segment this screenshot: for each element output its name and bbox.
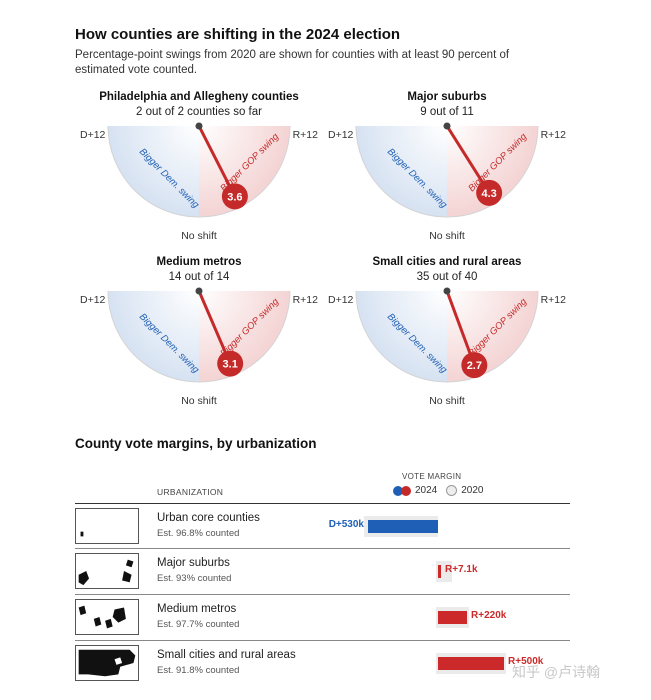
- gauge-pivot: [195, 287, 203, 295]
- gauge-needle: [197, 125, 237, 198]
- gauge-philadelphia-allegheny: D+12 R+12 No shift Bigger Dem. swing Bigger …: [74, 91, 324, 261]
- gauge-no-shift-label: No shift: [181, 395, 217, 407]
- gauge-needle: [197, 290, 232, 365]
- row-estimate: Est. 93% counted: [157, 573, 232, 584]
- legend-gop-dot: [401, 485, 411, 496]
- gauge-count: 2 out of 2 counties so far: [136, 106, 262, 118]
- gauge-value-label: 3.1: [223, 359, 238, 371]
- gauge-value-badge: [217, 350, 244, 377]
- row-divider: [75, 594, 570, 595]
- dem-half: [356, 291, 447, 382]
- row-divider: [75, 548, 570, 549]
- gauge-left-label: D+12: [80, 129, 106, 141]
- margin-label: D+530k: [328, 519, 364, 530]
- gauge-left-label: D+12: [80, 294, 106, 306]
- gauge-medium-metros: D+12 R+12 No shift Bigger Dem. swing Bigger …: [74, 256, 324, 426]
- row-name: Urban core counties: [157, 512, 260, 524]
- chart-subtitle: Percentage-point swings from 2020 are sh…: [75, 49, 510, 76]
- row-name: Medium metros: [157, 603, 237, 615]
- gauge-title: Small cities and rural areas: [372, 256, 522, 268]
- gauge-pivot: [443, 287, 451, 295]
- dem-half: [356, 126, 447, 217]
- margin-bar: [438, 657, 505, 670]
- chart-title: How counties are shifting in the 2024 el…: [75, 26, 401, 43]
- gauge-rim: [355, 125, 539, 218]
- gauge-no-shift-label: No shift: [429, 395, 465, 407]
- county-map-urban-core: [75, 508, 139, 544]
- legend-2024-label: 2024: [415, 485, 438, 496]
- table-row: Urban core counties Est. 96.8% counted D…: [75, 504, 570, 548]
- legend: 2024 2020: [393, 485, 484, 496]
- gauge-value-badge: [476, 179, 503, 206]
- urbanization-header: URBANIZATION: [157, 487, 224, 497]
- gauge-value-badge: [221, 183, 248, 210]
- gauge-value-label: 2.7: [467, 360, 482, 372]
- margin-bar: [368, 520, 438, 533]
- gauge-left-label: D+12: [328, 129, 354, 141]
- row-name: Major suburbs: [157, 557, 230, 569]
- vote-margin-label: VOTE MARGIN: [402, 472, 462, 481]
- gauge-pivot: [443, 122, 451, 130]
- county-map-major-suburbs: [75, 553, 139, 589]
- gauge-needle: [445, 125, 491, 194]
- margin-label: R+7.1k: [445, 564, 478, 575]
- table-row: Medium metros Est. 97.7% counted R+220k: [75, 595, 570, 639]
- gauge-count: 35 out of 40: [416, 271, 478, 283]
- dem-half: [108, 126, 199, 217]
- row-name: Small cities and rural areas: [157, 649, 296, 661]
- gauge-count: 14 out of 14: [168, 271, 230, 283]
- legend-2020-label: 2020: [461, 485, 484, 496]
- gauge-value-badge: [461, 352, 488, 379]
- margin-label: R+500k: [508, 656, 544, 667]
- county-map-small-cities-rural: [75, 645, 139, 681]
- gauge-needle: [445, 290, 476, 366]
- gauge-count: 9 out of 11: [420, 106, 474, 118]
- gauge-right-label: R+12: [541, 294, 567, 306]
- row-estimate: Est. 91.8% counted: [157, 665, 240, 676]
- gauge-right-label: R+12: [541, 129, 567, 141]
- legend-dem-dot: [393, 485, 403, 496]
- row-estimate: Est. 97.7% counted: [157, 619, 240, 630]
- margin-bar: [438, 565, 441, 578]
- row-divider: [75, 640, 570, 641]
- gauge-rim: [355, 290, 539, 383]
- gauge-left-label: D+12: [328, 294, 354, 306]
- gop-half: [447, 126, 538, 217]
- gauge-value-label: 3.6: [227, 191, 242, 203]
- gauge-rim: [107, 125, 291, 218]
- gauge-major-suburbs: D+12 R+12 No shift Bigger Dem. swing Bigger …: [322, 91, 572, 261]
- table-row: Small cities and rural areas Est. 91.8% …: [75, 641, 570, 685]
- table-row: Major suburbs Est. 93% counted R+7.1k: [75, 549, 570, 593]
- section-title: County vote margins, by urbanization: [75, 436, 317, 451]
- gauge-title: Philadelphia and Allegheny counties: [99, 91, 299, 103]
- row-estimate: Est. 96.8% counted: [157, 528, 240, 539]
- margin-label: R+220k: [471, 610, 507, 621]
- table-top-rule: [75, 503, 570, 504]
- dem-half: [108, 291, 199, 382]
- gauge-title: Major suburbs: [407, 91, 487, 103]
- gauge-right-label: R+12: [293, 129, 319, 141]
- gauge-no-shift-label: No shift: [429, 230, 465, 242]
- gauge-title: Medium metros: [156, 256, 242, 268]
- gauge-right-label: R+12: [293, 294, 319, 306]
- legend-2020-dot: [446, 485, 458, 496]
- gauge-no-shift-label: No shift: [181, 230, 217, 242]
- gauge-pivot: [195, 122, 203, 130]
- gop-half: [199, 126, 290, 217]
- gauge-rim: [107, 290, 291, 383]
- margin-bar: [438, 611, 468, 624]
- county-map-medium-metros: [75, 599, 139, 635]
- gauge-value-label: 4.3: [482, 188, 497, 200]
- gauge-small-cities-rural: D+12 R+12 No shift Bigger Dem. swing Bigger …: [322, 256, 572, 426]
- watermark: 知乎 @卢诗翰: [512, 664, 601, 680]
